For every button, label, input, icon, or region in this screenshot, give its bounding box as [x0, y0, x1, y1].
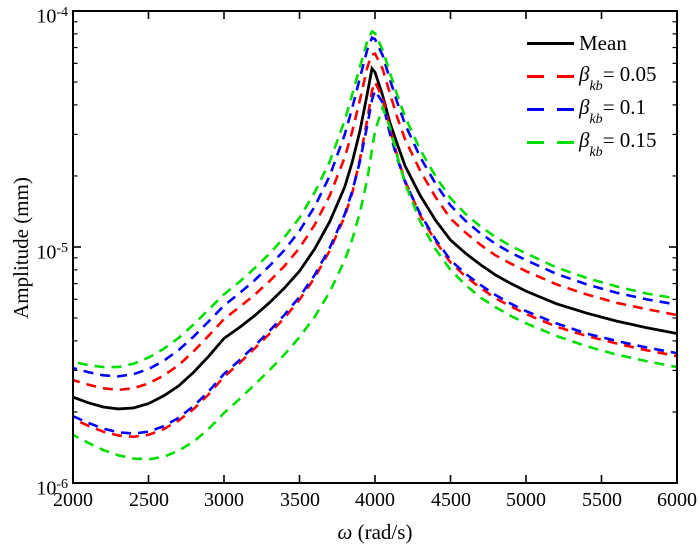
x-tick-label-5000: 5000	[506, 489, 546, 511]
legend-label-beta-0.1: βkb= 0.1	[579, 94, 647, 128]
legend-entry-beta-0.15: βkb= 0.15	[527, 126, 657, 161]
y-tick-label-1e-6: 10-6	[36, 477, 68, 500]
legend-entry-beta-0.05: βkb= 0.05	[527, 60, 657, 95]
legend-label-beta-0.15: βkb= 0.15	[579, 127, 657, 161]
x-tick-label-4500: 4500	[431, 489, 471, 511]
omega-symbol: ω	[337, 520, 353, 544]
legend-line-sample-beta-0.1	[527, 108, 574, 111]
x-tick-label-3000: 3000	[204, 489, 244, 511]
x-tick-label-5500: 5500	[582, 489, 622, 511]
legend-entry-mean: Mean	[527, 27, 657, 60]
x-tick-label-4000: 4000	[355, 489, 395, 511]
y-tick-label-1e-5: 10-5	[36, 241, 68, 264]
legend-line-sample-mean	[527, 42, 574, 45]
y-axis-title: Amplitude (mm)	[9, 177, 33, 319]
legend-entry-beta-0.1: βkb= 0.1	[527, 93, 657, 128]
x-axis-title: ω (rad/s)	[337, 520, 413, 544]
legend-line-sample-beta-0.05	[527, 75, 574, 78]
x-tick-label-2000: 2000	[53, 489, 93, 511]
legend-label-beta-0.05: βkb= 0.05	[579, 61, 657, 95]
x-tick-label-3500: 3500	[280, 489, 320, 511]
x-tick-label-6000: 6000	[657, 489, 697, 511]
y-tick-label-1e-4: 10-4	[36, 5, 68, 28]
x-tick-label-2500: 2500	[129, 489, 169, 511]
legend: Mean βkb= 0.05 βkb= 0.1 βkb= 0.15	[527, 27, 657, 161]
legend-label-mean: Mean	[579, 31, 627, 55]
legend-line-sample-beta-0.15	[527, 141, 574, 144]
